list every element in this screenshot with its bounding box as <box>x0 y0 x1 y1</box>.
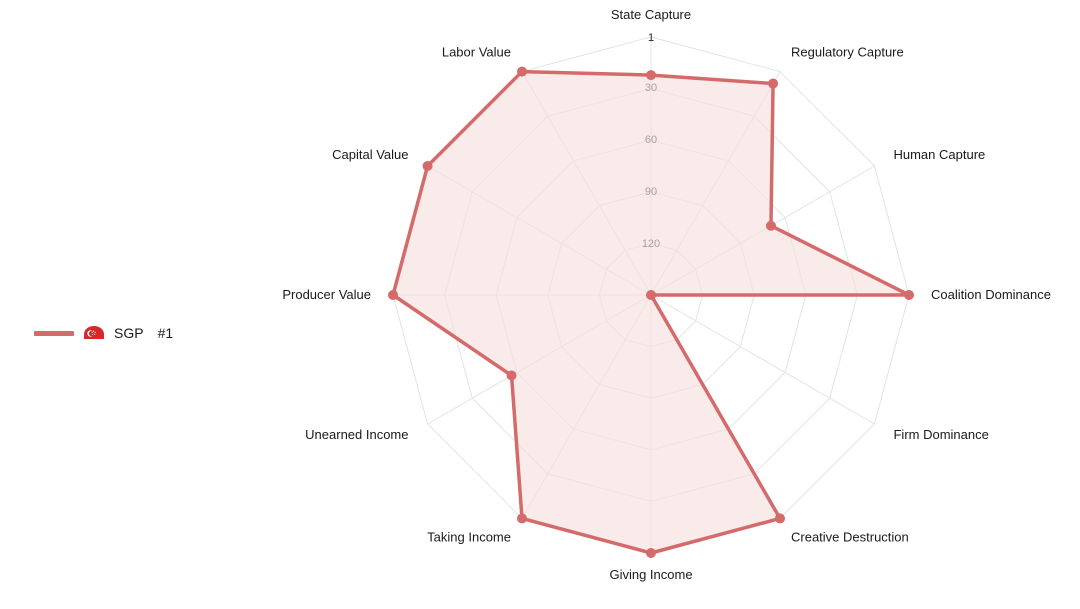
data-point <box>388 290 398 300</box>
radial-tick-label: 1 <box>648 32 654 44</box>
legend-rank: #1 <box>157 325 174 341</box>
axis-label: State Capture <box>611 7 691 22</box>
data-point <box>646 70 656 81</box>
axis-label: Producer Value <box>282 287 371 302</box>
data-point <box>768 78 779 89</box>
legend-series-name: SGP <box>114 325 144 341</box>
data-point <box>517 66 527 77</box>
axis-label: Human Capture <box>893 147 985 162</box>
singapore-flag-icon <box>82 325 106 341</box>
axis-label: Coalition Dominance <box>931 287 1051 302</box>
axis-label: Taking Income <box>427 529 511 544</box>
axis-label: Firm Dominance <box>893 427 988 442</box>
data-point <box>775 513 785 524</box>
grid-spoke <box>650 294 875 425</box>
axis-label: Regulatory Capture <box>791 45 904 60</box>
data-point <box>765 220 776 231</box>
axis-label: Creative Destruction <box>791 529 909 544</box>
axis-label: Giving Income <box>609 567 692 582</box>
legend-swatch <box>34 330 74 336</box>
axis-labels: State Capture Regulatory Capture Human Cap… <box>282 7 1051 582</box>
data-point <box>646 290 656 300</box>
series-area <box>391 69 911 555</box>
data-point <box>506 370 517 381</box>
axis-label: Labor Value <box>442 45 511 60</box>
axis-label: Capital Value <box>332 147 408 162</box>
data-point <box>517 513 527 524</box>
radar-series <box>388 66 914 558</box>
data-point <box>422 161 433 171</box>
chart-legend: SGP #1 <box>34 318 173 348</box>
data-point <box>904 290 914 300</box>
data-point <box>646 548 656 558</box>
axis-label: Unearned Income <box>305 427 408 442</box>
